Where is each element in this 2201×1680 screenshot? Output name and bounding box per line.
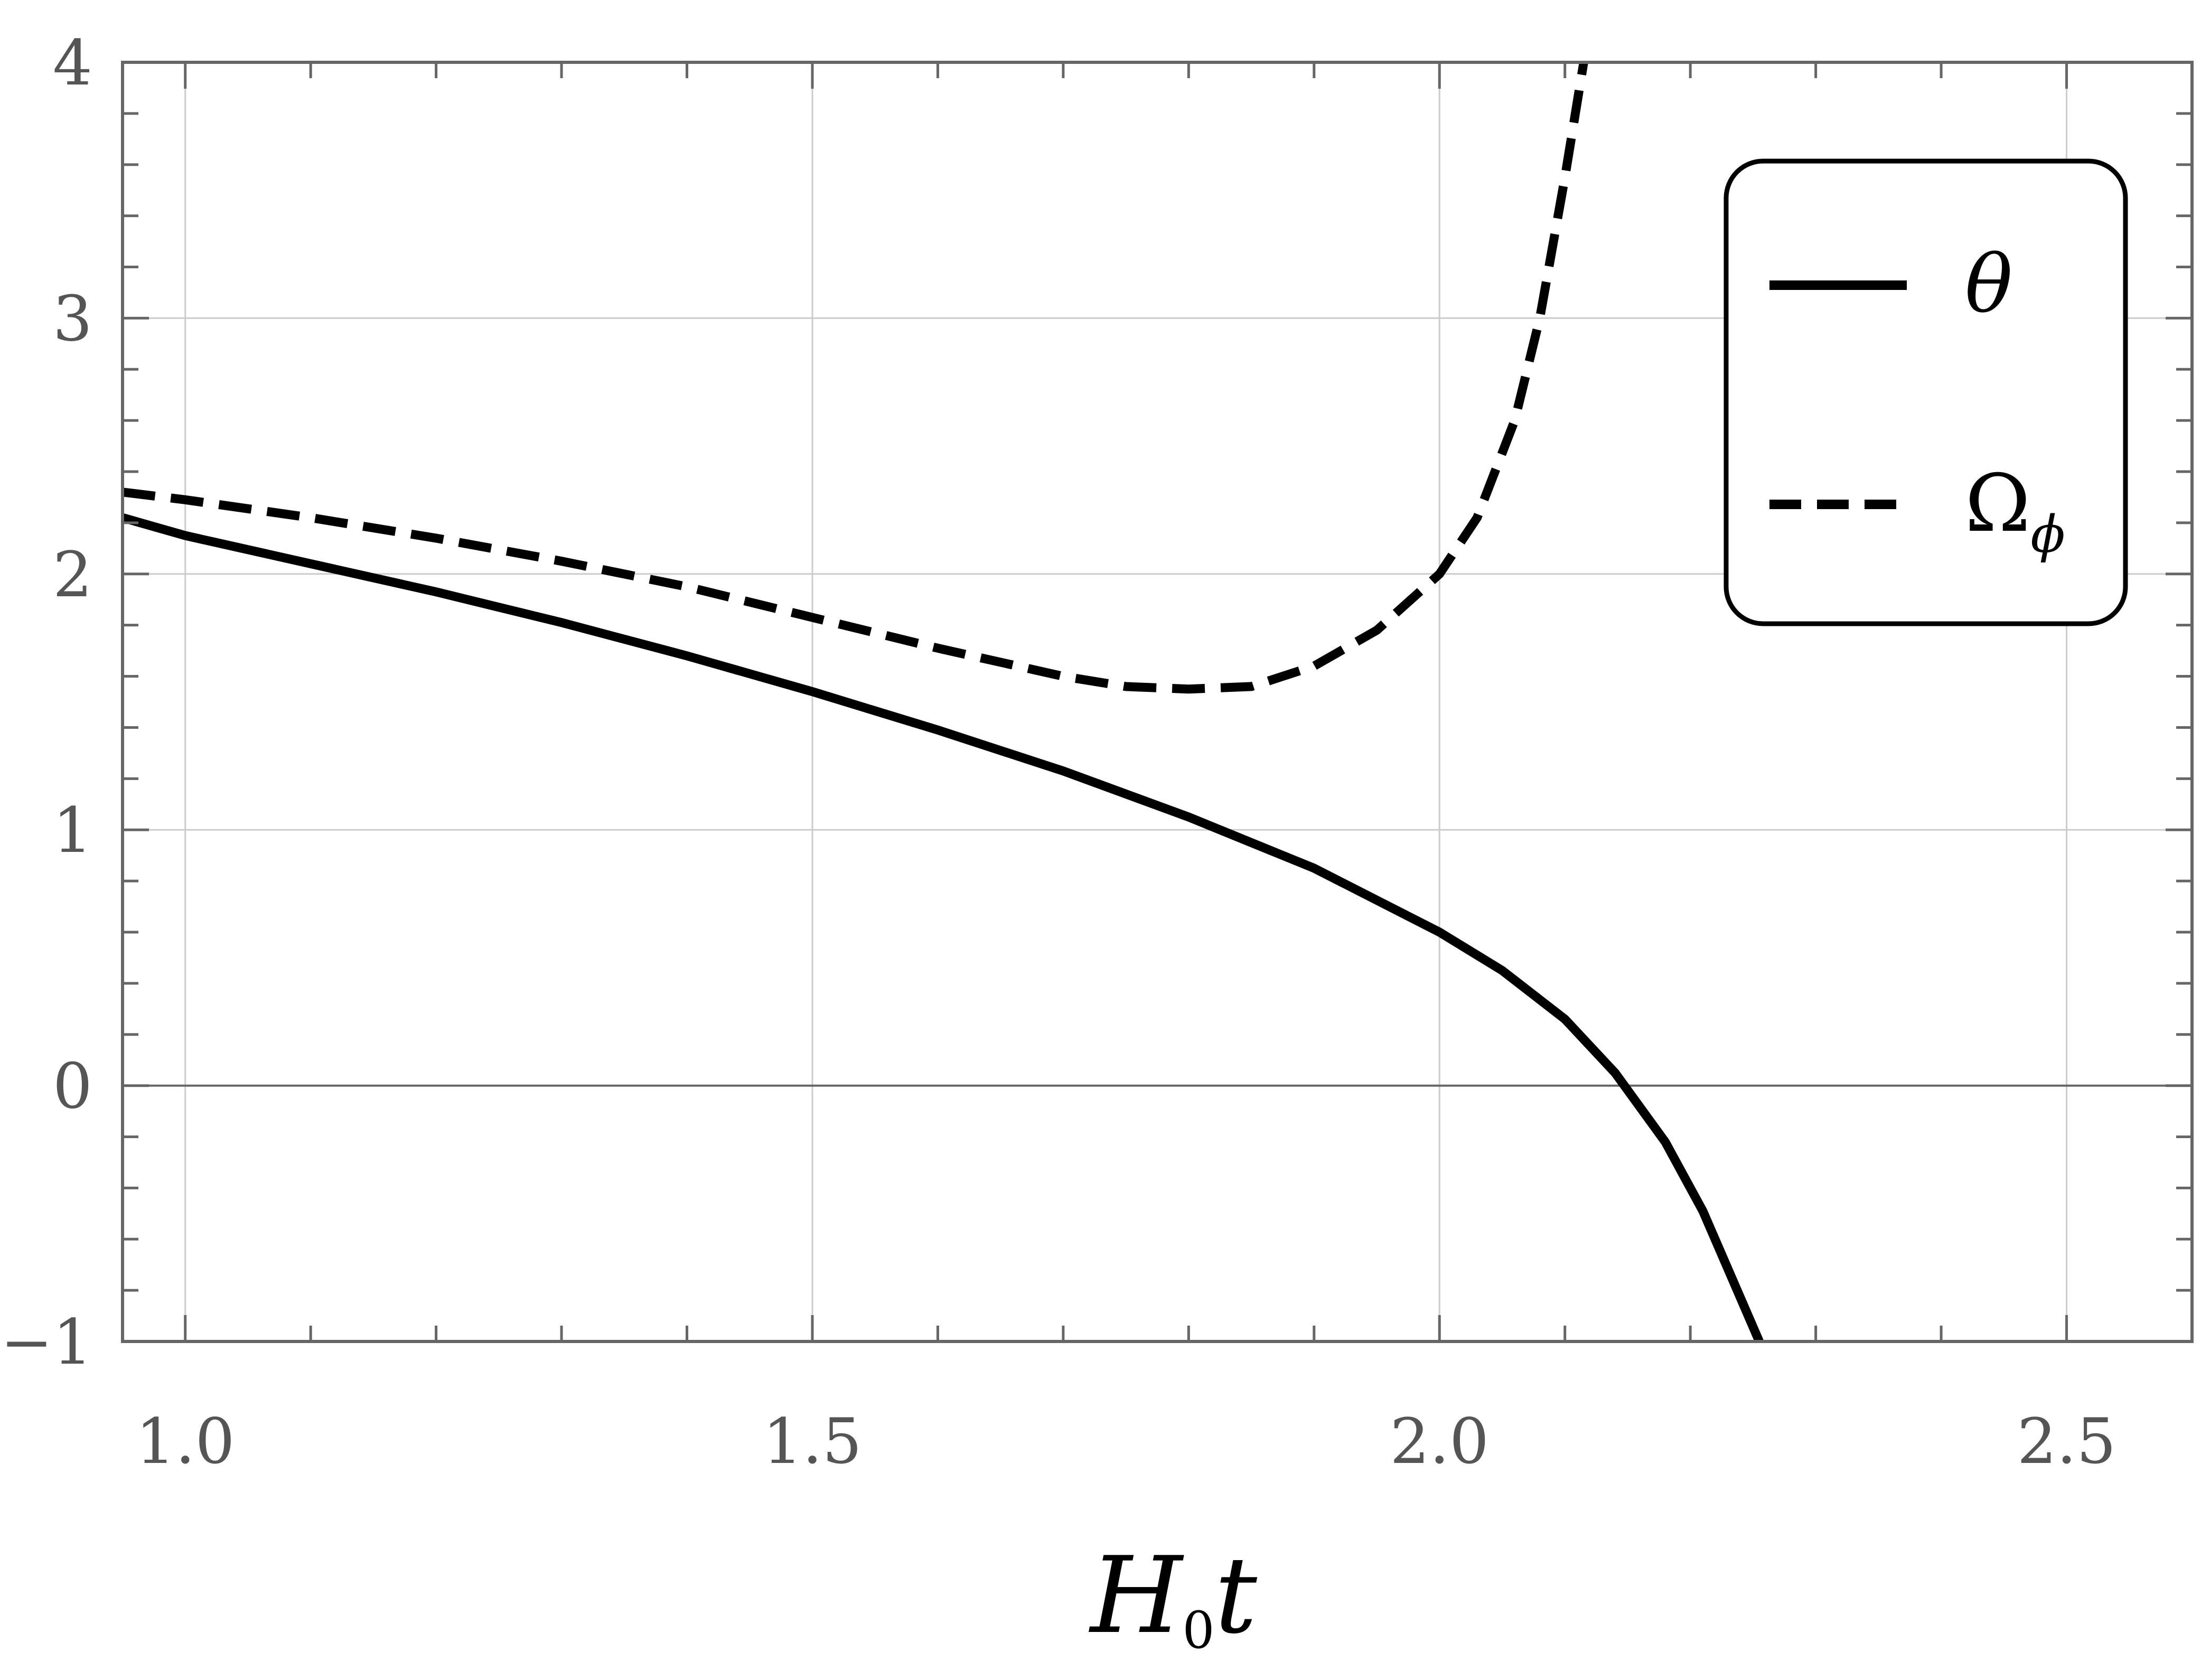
axis-ticks <box>123 61 2194 1343</box>
y-tick-label-4: 3 <box>53 282 92 355</box>
plot-frame <box>121 61 2194 1343</box>
x-tick-labels: 1.0 1.5 2.0 2.5 <box>136 1405 2116 1478</box>
y-tick-label-5: 4 <box>53 26 92 99</box>
x-tick-label-0: 1.0 <box>136 1405 235 1478</box>
x-tick-label-3: 2.5 <box>2017 1405 2116 1478</box>
legend-label-theta-main: θ <box>1965 239 2012 331</box>
legend-box <box>1724 158 2128 626</box>
legend-label-omega: Ωϕ <box>1965 458 2065 564</box>
series-group <box>121 61 1764 1344</box>
y-tick-label-0: −1 <box>1 1306 92 1378</box>
legend-label-omega-main: Ω <box>1965 458 2030 550</box>
x-tick-label-2: 2.0 <box>1390 1405 1489 1478</box>
x-axis-title: H0t <box>1088 1534 1258 1660</box>
legend-label-theta: θ <box>1965 239 2012 331</box>
legend-label-omega-sub: ϕ <box>2030 505 2065 564</box>
x-axis-title-rest: t <box>1215 1534 1258 1657</box>
series-line-1 <box>121 61 1588 694</box>
legend: θ Ωϕ <box>1724 158 2128 626</box>
x-tick-label-1: 1.5 <box>763 1405 862 1478</box>
series-line-0 <box>121 513 1764 1344</box>
y-tick-label-3: 2 <box>53 538 92 611</box>
y-tick-label-2: 1 <box>53 794 92 867</box>
y-tick-label-1: 0 <box>53 1050 92 1123</box>
x-axis-title-main: H <box>1088 1534 1184 1657</box>
x-axis-title-sub: 0 <box>1182 1601 1214 1660</box>
y-tick-labels: −1 0 1 2 3 4 <box>1 26 92 1378</box>
